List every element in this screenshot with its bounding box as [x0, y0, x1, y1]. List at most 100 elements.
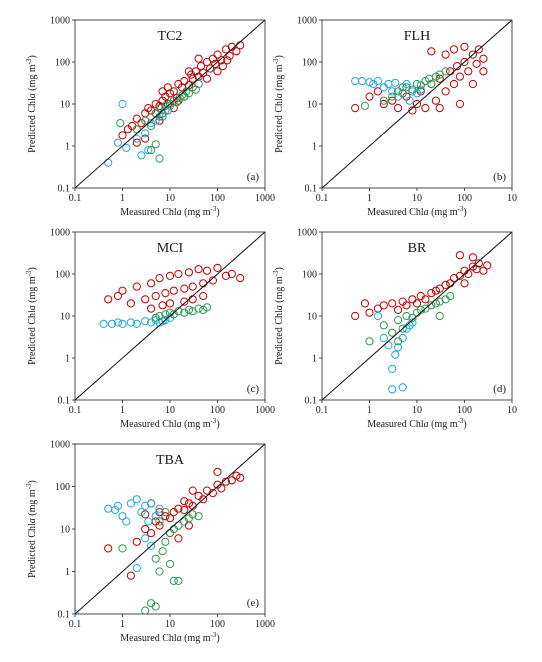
data-point: [141, 534, 150, 543]
data-point: [218, 62, 227, 71]
data-point: [202, 266, 212, 275]
y-tick-label: 1000: [50, 228, 70, 239]
data-point: [188, 486, 197, 495]
data-point: [165, 271, 175, 280]
data-point: [155, 504, 164, 513]
data-point: [394, 104, 403, 113]
data-point: [199, 495, 208, 504]
data-point: [479, 266, 488, 275]
data-point: [398, 89, 407, 98]
panel-title: MCI: [157, 241, 184, 256]
x-tick-label: 100: [210, 193, 225, 204]
data-point: [188, 295, 197, 304]
x-tick-label: 1: [120, 193, 125, 204]
data-point: [155, 567, 164, 576]
scatter-panel-c: 0.1 1 10 100 1000 0.1 1 10 100 1000 MCI (c) Measured…: [25, 228, 275, 431]
y-tick-label: 100: [302, 58, 317, 69]
data-point: [398, 383, 407, 392]
data-point: [427, 79, 436, 89]
data-point: [365, 78, 374, 87]
panel-label: (d): [493, 383, 506, 395]
data-point: [208, 489, 217, 498]
data-point: [427, 289, 436, 298]
panel-title: FLH: [404, 29, 430, 44]
data-point: [155, 154, 164, 163]
y-tick-label: 1: [312, 354, 317, 365]
y-tick-label: 0.1: [305, 396, 318, 407]
data-point: [379, 96, 388, 105]
data-point: [180, 308, 189, 317]
data-point: [431, 72, 440, 81]
data-point: [151, 554, 160, 563]
x-tick-label: 1: [367, 193, 372, 204]
data-point: [184, 89, 193, 98]
data-point: [165, 559, 175, 569]
data-point: [394, 87, 403, 96]
data-point: [455, 72, 464, 81]
data-point: [161, 537, 170, 546]
data-point: [155, 104, 164, 113]
data-point: [388, 92, 397, 101]
data-point: [174, 534, 183, 543]
y-tick-label: 10: [60, 312, 70, 323]
panel-label: (c): [247, 383, 260, 395]
data-point: [184, 305, 193, 314]
x-tick-label: 1000: [255, 405, 275, 416]
scatter-panel-b: 0.1 1 10 100 10 0.1 1 10 100 1000 FLH (b) Measured C…: [272, 16, 517, 219]
data-point: [144, 146, 153, 155]
data-point: [449, 79, 459, 89]
data-point: [416, 85, 425, 94]
data-point: [141, 129, 150, 138]
y-tick-label: 1000: [297, 228, 317, 239]
data-point: [474, 45, 483, 54]
x-tick-label: 10: [507, 193, 517, 204]
y-tick-label: 1: [65, 567, 70, 578]
data-point: [147, 318, 156, 327]
scatter-panel-a: 0.1 1 10 100 1000 0.1 1 10 100 1000 TC2 (a) Measured…: [25, 16, 275, 219]
y-tick-label: 1: [312, 142, 317, 153]
data-point: [227, 476, 236, 485]
panel-title: BR: [408, 241, 427, 256]
data-point: [441, 280, 450, 289]
data-point: [468, 79, 477, 89]
data-point: [468, 253, 477, 262]
data-point: [165, 514, 175, 523]
data-point: [118, 286, 127, 295]
data-point: [184, 521, 193, 530]
y-tick-label: 1000: [50, 16, 70, 27]
data-point: [113, 501, 123, 510]
data-point: [161, 310, 170, 319]
data-point: [435, 104, 444, 113]
data-point: [169, 576, 178, 586]
data-point: [113, 138, 123, 147]
data-point: [379, 333, 388, 343]
y-tick-label: 1: [65, 354, 70, 365]
data-point: [174, 269, 183, 279]
data-point: [394, 343, 403, 352]
data-point: [141, 116, 150, 125]
data-point: [137, 507, 146, 517]
data-point: [373, 87, 382, 96]
data-point: [199, 279, 208, 288]
data-point: [360, 101, 369, 111]
data-point: [151, 140, 160, 149]
data-point: [147, 529, 156, 538]
x-tick-label: 100: [210, 405, 225, 416]
x-tick-label: 10: [412, 193, 422, 204]
x-axis-label: Measured Chla (mg m-3): [367, 205, 466, 218]
data-point: [388, 87, 397, 96]
data-point: [147, 121, 156, 131]
data-point: [141, 134, 150, 143]
x-tick-label: 0.1: [316, 405, 329, 416]
x-tick-label: 1000: [255, 193, 275, 204]
data-point: [141, 524, 150, 534]
y-tick-label: 0.1: [58, 396, 71, 407]
data-point: [75, 609, 80, 614]
data-point: [412, 79, 422, 89]
data-point: [388, 385, 397, 394]
x-tick-label: 1000: [255, 619, 275, 630]
data-point: [188, 282, 197, 291]
data-point: [441, 87, 450, 96]
data-point: [365, 92, 374, 101]
